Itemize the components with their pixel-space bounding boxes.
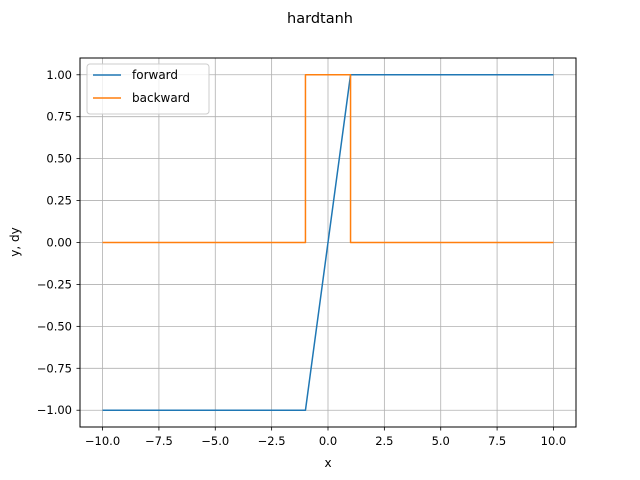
y-tick-label: 0.75 — [46, 110, 72, 124]
plot-series — [102, 74, 554, 411]
chart-title: hardtanh — [287, 11, 353, 27]
x-axis: −10.0 −7.5 −5.0 −2.5 0.0 2.5 5.0 7.5 10.0 — [85, 427, 566, 448]
x-tick-label: −2.5 — [258, 434, 286, 448]
series-line-backward — [102, 74, 554, 244]
y-axis-label: y, dy — [8, 227, 22, 256]
y-tick-label: −0.25 — [37, 277, 72, 291]
x-tick-label: −5.0 — [201, 434, 229, 448]
x-tick-label: 2.5 — [375, 434, 393, 448]
y-tick-label: −0.50 — [37, 319, 72, 333]
y-tick-label: 0.50 — [46, 152, 72, 166]
series-line-forward — [102, 74, 554, 411]
x-tick-label: 0.0 — [319, 434, 337, 448]
legend-box — [86, 63, 210, 115]
x-tick-label: −7.5 — [145, 434, 173, 448]
y-tick-label: −0.75 — [37, 361, 72, 375]
y-tick-label: 1.00 — [46, 68, 72, 82]
y-tick-label: −1.00 — [37, 403, 72, 417]
legend-label-forward: forward — [132, 68, 178, 82]
legend: forward backward — [86, 63, 210, 115]
y-tick-label: 0.25 — [46, 194, 72, 208]
x-tick-label: 10.0 — [541, 434, 567, 448]
x-tick-label: −10.0 — [85, 434, 120, 448]
y-tick-label: 0.00 — [46, 236, 72, 250]
x-tick-label: 5.0 — [432, 434, 450, 448]
y-axis: −1.00 −0.75 −0.50 −0.25 0.00 0.25 0.50 0.75 1.00 — [37, 68, 80, 417]
legend-label-backward: backward — [132, 91, 190, 105]
x-tick-label: 7.5 — [488, 434, 506, 448]
x-axis-label: x — [324, 456, 331, 470]
